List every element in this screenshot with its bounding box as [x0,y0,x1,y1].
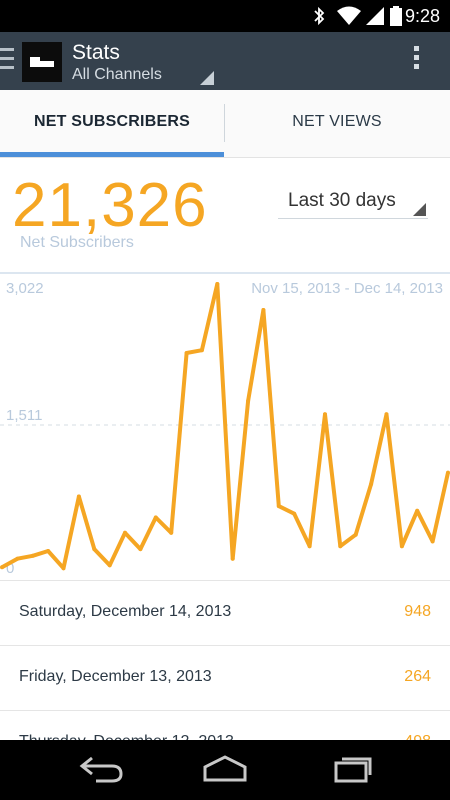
total-label: Net Subscribers [20,234,134,251]
y-tick-label: 0 [6,560,14,577]
data-point-dec-13 [430,539,435,544]
dropdown-caret-icon[interactable] [200,71,214,85]
data-point-nov-24 [138,547,143,552]
list-item-value: 948 [404,603,431,620]
data-point-dec-3 [276,504,281,509]
total-value: 21,326 [12,171,208,240]
data-point-nov-30 [230,556,235,561]
date-range-caption: Nov 15, 2013 - Dec 14, 2013 [251,280,443,297]
data-point-nov-28 [199,348,204,353]
data-point-nov-21 [92,547,97,552]
list-item[interactable]: Friday, December 13, 2013 264 [0,645,450,710]
data-point-nov-25 [153,515,158,520]
data-point-dec-1 [246,398,251,403]
home-icon[interactable] [202,754,248,789]
data-point-dec-11 [399,544,404,549]
data-point-dec-2 [261,308,266,312]
drawer-menu-icon[interactable] [0,48,14,75]
channel-selector[interactable]: All Channels [72,66,162,83]
data-point-dec-10 [384,412,389,417]
status-time: 9:28 [404,6,440,26]
data-point-nov-19 [61,566,66,571]
page-title: Stats [72,41,120,64]
app-logo[interactable] [22,42,62,82]
tab-divider [224,104,225,142]
list-item-value: 264 [404,668,431,685]
data-point-dec-5 [307,544,312,549]
data-point-nov-26 [169,530,174,535]
list-item[interactable]: Saturday, December 14, 2013 948 [0,580,450,645]
date-range-label: Last 30 days [288,190,396,211]
data-point-nov-16 [15,556,20,561]
battery-icon [390,6,402,31]
series-line-net-subscribers [1,282,450,571]
list-item-date: Friday, December 13, 2013 [19,668,212,685]
data-point-dec-14 [446,470,450,475]
data-point-nov-23 [123,530,127,535]
chart-svg: 3,022 1,511 0 Nov 15, 2013 - Dec 14, 201… [0,272,450,577]
tab-indicator [0,152,224,157]
data-point-dec-9 [369,482,374,487]
tab-bar: NET SUBSCRIBERS NET VIEWS [0,90,450,158]
data-point-dec-6 [323,412,327,417]
data-point-nov-18 [46,549,51,553]
y-tick-label: 1,511 [6,407,42,424]
data-point-nov-15 [0,565,4,570]
data-point-nov-29 [215,282,220,286]
status-bar: 9:28 [0,0,450,32]
signal-icon [365,6,385,31]
data-point-nov-27 [184,351,189,355]
tab-net-views[interactable]: NET VIEWS [292,113,382,130]
data-point-nov-17 [30,553,35,558]
back-icon[interactable] [78,754,124,789]
data-point-nov-22 [107,563,112,568]
data-point-dec-12 [415,508,420,513]
data-point-dec-7 [338,544,343,549]
data-point-dec-8 [353,532,358,537]
line-chart: 3,022 1,511 0 Nov 15, 2013 - Dec 14, 201… [0,272,450,578]
tab-net-subscribers[interactable]: NET SUBSCRIBERS [34,113,190,130]
data-point-dec-4 [292,511,297,516]
dropdown-caret-icon [413,203,426,216]
action-bar: Stats All Channels [0,32,450,90]
navigation-bar [0,740,450,800]
date-range-select[interactable]: Last 30 days [278,184,428,219]
y-tick-label: 3,022 [6,280,44,297]
wifi-icon [336,6,362,31]
bluetooth-icon [312,6,326,31]
overflow-menu-icon[interactable] [414,46,420,73]
data-point-nov-20 [76,494,81,499]
list-item-date: Saturday, December 14, 2013 [19,603,232,620]
recent-apps-icon[interactable] [328,754,374,789]
